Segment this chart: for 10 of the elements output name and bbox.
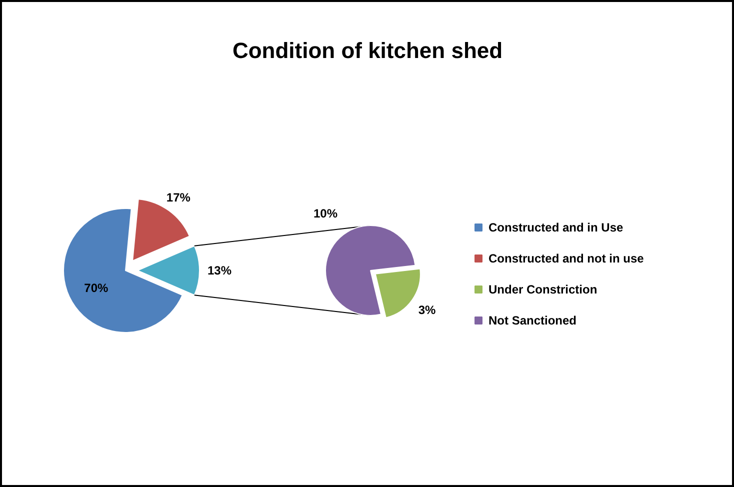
data-label: 70% bbox=[84, 280, 108, 295]
data-label: 3% bbox=[418, 303, 436, 318]
chart-title: Condition of kitchen shed bbox=[232, 38, 503, 63]
legend-label: Constructed and in Use bbox=[488, 220, 624, 234]
legend-label: Not Sanctioned bbox=[488, 314, 577, 328]
data-label: 17% bbox=[166, 190, 191, 205]
data-label: 10% bbox=[313, 206, 338, 220]
legend-label: Under Constriction bbox=[488, 282, 598, 296]
data-label: 13% bbox=[207, 264, 232, 278]
legend-label: Constructed and not in use bbox=[488, 252, 644, 266]
